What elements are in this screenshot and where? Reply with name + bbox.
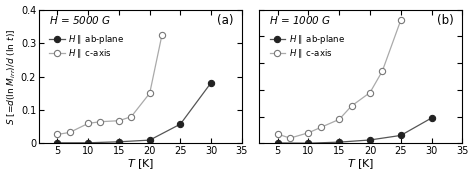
$H$$\parallel$ ab-plane <box>178 123 183 125</box>
Line: $H$$\parallel$ c-axis: $H$$\parallel$ c-axis <box>55 32 165 138</box>
$H$$\parallel$ c-axis <box>55 133 60 135</box>
$H$$\parallel$ c-axis <box>287 137 293 139</box>
$H$$\parallel$ c-axis <box>85 122 91 124</box>
$H$$\parallel$ ab-plane <box>209 81 214 84</box>
Text: $H$ = 5000 G: $H$ = 5000 G <box>49 14 111 25</box>
$H$$\parallel$ c-axis <box>367 92 373 94</box>
Y-axis label: $S$ [=$d$(ln $M_{irr}$)/$d$ (ln $t$)]: $S$ [=$d$(ln $M_{irr}$)/$d$ (ln $t$)] <box>6 28 18 125</box>
$H$$\parallel$ c-axis <box>147 92 153 94</box>
$H$$\parallel$ c-axis <box>67 131 73 133</box>
$H$$\parallel$ c-axis <box>318 126 324 129</box>
$H$$\parallel$ ab-plane <box>116 141 122 143</box>
X-axis label: $T$ [K]: $T$ [K] <box>127 158 154 172</box>
X-axis label: $T$ [K]: $T$ [K] <box>347 158 374 172</box>
$H$$\parallel$ c-axis <box>128 116 134 118</box>
Line: $H$$\parallel$ ab-plane: $H$$\parallel$ ab-plane <box>55 79 214 146</box>
Text: (a): (a) <box>218 14 234 27</box>
$H$$\parallel$ c-axis <box>306 132 311 134</box>
$H$$\parallel$ ab-plane <box>398 134 403 136</box>
$H$$\parallel$ c-axis <box>380 70 385 72</box>
$H$$\parallel$ ab-plane <box>85 142 91 144</box>
Legend: $H$$\parallel$ ab-plane, $H$$\parallel$ c-axis: $H$$\parallel$ ab-plane, $H$$\parallel$ … <box>270 33 345 60</box>
$H$$\parallel$ c-axis <box>116 120 122 122</box>
Line: $H$$\parallel$ c-axis: $H$$\parallel$ c-axis <box>274 17 404 141</box>
Text: $H$ = 1000 G: $H$ = 1000 G <box>269 14 332 25</box>
$H$$\parallel$ c-axis <box>337 118 342 120</box>
$H$$\parallel$ ab-plane <box>306 142 311 144</box>
Text: (b): (b) <box>438 14 454 27</box>
Legend: $H$$\parallel$ ab-plane, $H$$\parallel$ c-axis: $H$$\parallel$ ab-plane, $H$$\parallel$ … <box>49 33 125 60</box>
$H$$\parallel$ ab-plane <box>428 117 434 119</box>
$H$$\parallel$ c-axis <box>398 19 403 21</box>
$H$$\parallel$ c-axis <box>349 105 355 107</box>
$H$$\parallel$ ab-plane <box>275 142 281 144</box>
$H$$\parallel$ c-axis <box>159 34 165 36</box>
$H$$\parallel$ ab-plane <box>147 139 153 141</box>
$H$$\parallel$ ab-plane <box>55 142 60 144</box>
$H$$\parallel$ c-axis <box>275 133 281 135</box>
$H$$\parallel$ ab-plane <box>367 139 373 141</box>
Line: $H$$\parallel$ ab-plane: $H$$\parallel$ ab-plane <box>274 115 435 146</box>
$H$$\parallel$ c-axis <box>98 121 103 123</box>
$H$$\parallel$ ab-plane <box>337 141 342 143</box>
